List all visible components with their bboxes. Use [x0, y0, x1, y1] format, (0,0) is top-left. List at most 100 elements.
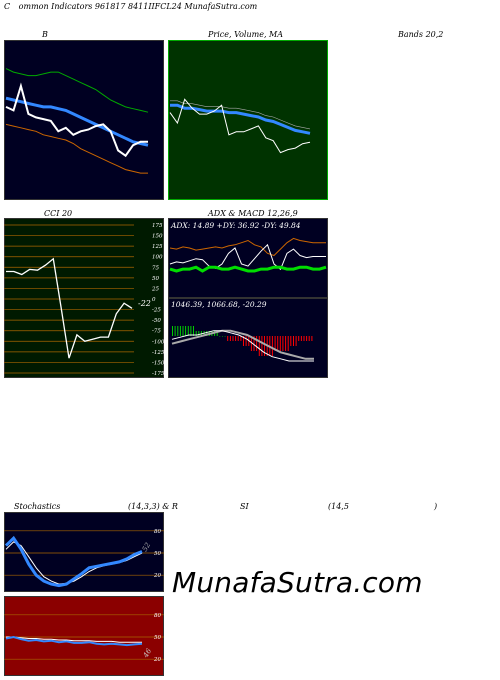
macd-histogram-bar — [253, 336, 255, 351]
stoch-label-mid: (14,3,3) & R — [128, 502, 178, 511]
adx-minus-di-line — [169, 237, 326, 257]
rsi-tick-label: 80 — [154, 613, 161, 619]
stoch-label-si: SI — [240, 502, 249, 511]
macd-histogram-bar — [285, 336, 287, 351]
macd-histogram-bar — [295, 336, 297, 346]
macd-histogram-bar — [279, 336, 281, 351]
macd-histogram-bar — [227, 336, 229, 341]
rsi-reference-line — [6, 636, 142, 643]
adx-readout: ADX: 14.89 +DY: 36.92 -DY: 49.84 — [170, 221, 301, 230]
macd-histogram-bar — [290, 336, 292, 346]
macd-readout: 1046.39, 1066.68, -20.29 — [171, 300, 267, 309]
macd-histogram-bar — [172, 326, 173, 336]
macd-histogram-bar — [282, 336, 284, 351]
cci-tick-label: 75 — [152, 265, 159, 271]
macd-histogram-bar — [240, 336, 242, 341]
macd-histogram-bar — [216, 331, 218, 336]
stoch-value-label: 52 — [141, 541, 153, 553]
volume-price-line — [169, 98, 311, 154]
stoch-label-close: ) — [434, 502, 438, 511]
macd-histogram-bar — [245, 336, 247, 346]
macd-histogram-bar — [198, 331, 200, 336]
macd-histogram-bar — [219, 336, 221, 337]
cci-tick-label: -75 — [152, 329, 161, 335]
adx-chart: ADX: 14.89 +DY: 36.92 -DY: 49.84 — [168, 218, 328, 298]
cci-tick-label: 175 — [152, 223, 163, 229]
macd-histogram-bar — [235, 336, 237, 341]
bands-chart — [4, 40, 164, 200]
macd-histogram-bar — [174, 326, 176, 336]
macd-histogram-bar — [187, 326, 189, 336]
macd-histogram-bar — [256, 336, 258, 351]
bands-label-left: B — [42, 30, 48, 39]
macd-histogram-bar — [293, 336, 294, 346]
macd-histogram-bar — [308, 336, 310, 341]
macd-histogram-bar — [195, 331, 197, 336]
cci-tick-label: 100 — [152, 255, 163, 261]
price-line — [5, 82, 148, 158]
cci-label: CCI 20 — [44, 209, 73, 218]
cci-tick-label: 25 — [151, 286, 159, 292]
volume-ma-line-b — [170, 103, 311, 135]
rsi-chart-bg — [4, 596, 164, 676]
volume-chart — [168, 40, 328, 200]
macd-histogram-bar — [224, 336, 226, 337]
stoch-chart: 80 50 20 52 — [4, 512, 164, 592]
bands-upper-line — [5, 68, 149, 113]
rsi-line — [5, 635, 143, 647]
rsi-tick-label: 50 — [154, 635, 161, 641]
volume-chart-bg — [168, 40, 328, 200]
adx-chart-bg — [168, 218, 328, 298]
macd-histogram-bar — [277, 336, 279, 351]
macd-chart: 1046.39, 1066.68, -20.29 — [168, 298, 328, 378]
macd-histogram-bar — [274, 336, 276, 351]
header-title-rest: ommon Indicators 961817 8411IIFCL24 Muna… — [18, 2, 258, 11]
macd-histogram-bar — [303, 336, 305, 341]
cci-tick-label: -125 — [152, 350, 164, 356]
cci-chart: 175 150 125 100 75 50 25 0 -25 -50 -75 -100 -125 -150… — [4, 218, 164, 378]
rsi-tick-label: 20 — [153, 657, 161, 663]
bands-lower-line — [5, 123, 148, 174]
macd-histogram-bar — [177, 326, 179, 336]
cci-tick-label: 50 — [152, 276, 159, 282]
stoch-k-line — [4, 535, 143, 588]
macd-histogram-bar — [264, 336, 265, 356]
bands-label-right: Bands 20,2 — [398, 30, 444, 39]
volume-ma-line-a — [170, 100, 311, 130]
cci-value-label: -22 — [138, 299, 151, 308]
adx-label: ADX & MACD 12,26,9 — [208, 209, 298, 218]
macd-histogram-bar — [306, 336, 308, 341]
bands-mid-line — [5, 96, 149, 147]
macd-histogram-bar — [298, 336, 300, 341]
stoch-tick-label: 80 — [154, 529, 161, 535]
header-title-initial: C — [4, 2, 11, 11]
macd-histogram-bar — [258, 336, 260, 356]
cci-tick-label: -175 — [152, 371, 164, 377]
macd-line — [171, 330, 314, 362]
cci-tick-label: -50 — [152, 318, 161, 324]
cci-tick-label: 0 — [152, 297, 156, 303]
watermark: MunafaSutra.com — [172, 566, 423, 599]
stoch-label-params: (14,5 — [328, 502, 349, 511]
macd-histogram-bar — [182, 326, 184, 336]
stoch-label-left: Stochastics — [14, 502, 61, 511]
macd-histogram-bar — [229, 336, 231, 341]
macd-histogram-bar — [190, 326, 192, 336]
adx-plus-di-line — [169, 243, 326, 271]
macd-histogram-bar — [287, 336, 289, 351]
cci-tick-label: -100 — [152, 339, 164, 345]
bands-label-mid: Price, Volume, MA — [208, 30, 284, 39]
macd-histogram-bar — [185, 326, 187, 336]
macd-histogram-bar — [206, 331, 208, 336]
macd-histogram-bar — [243, 336, 244, 346]
macd-signal-line — [171, 329, 314, 360]
stoch-tick-label: 50 — [154, 551, 161, 557]
adx-line — [169, 265, 327, 273]
cci-tick-label: -150 — [152, 360, 164, 366]
cci-tick-label: 125 — [152, 244, 163, 250]
macd-histogram-bar — [179, 326, 181, 336]
cci-tick-label: 150 — [152, 234, 163, 240]
macd-histogram-bar — [261, 336, 263, 356]
macd-histogram-bar — [300, 336, 302, 341]
